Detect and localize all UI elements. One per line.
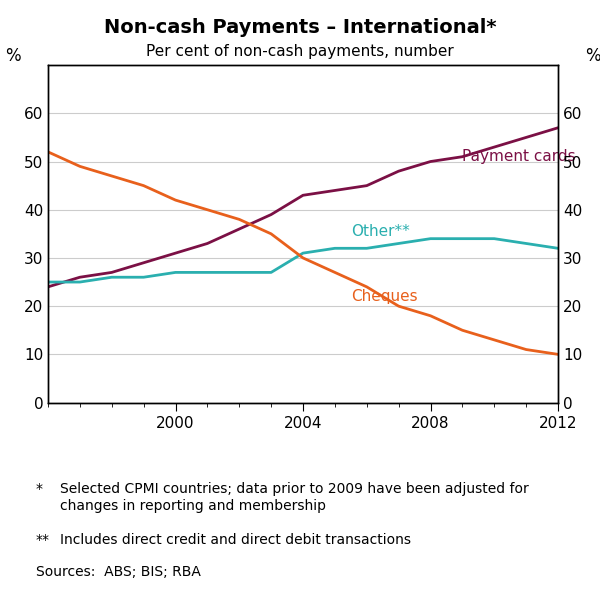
Text: Other**: Other** xyxy=(351,224,410,239)
Text: Sources:  ABS; BIS; RBA: Sources: ABS; BIS; RBA xyxy=(36,565,201,580)
Text: *: * xyxy=(36,482,43,497)
Text: Non-cash Payments – International*: Non-cash Payments – International* xyxy=(104,18,496,37)
Text: Per cent of non-cash payments, number: Per cent of non-cash payments, number xyxy=(146,44,454,59)
Text: Cheques: Cheques xyxy=(351,289,418,304)
Y-axis label: %: % xyxy=(586,47,600,65)
Y-axis label: %: % xyxy=(5,47,20,65)
Text: Payment cards: Payment cards xyxy=(463,149,576,164)
Text: **: ** xyxy=(36,533,50,547)
Text: Includes direct credit and direct debit transactions: Includes direct credit and direct debit … xyxy=(60,533,411,547)
Text: Selected CPMI countries; data prior to 2009 have been adjusted for
changes in re: Selected CPMI countries; data prior to 2… xyxy=(60,482,529,513)
